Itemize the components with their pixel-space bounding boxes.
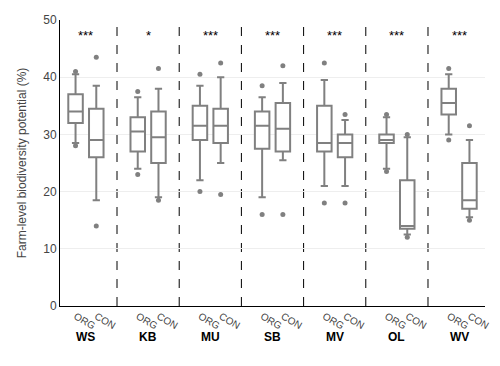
svg-text:MU: MU (201, 330, 220, 344)
svg-text:MV: MV (326, 330, 344, 344)
svg-text:CON: CON (279, 311, 304, 332)
svg-text:***: *** (78, 28, 93, 43)
svg-text:20: 20 (43, 185, 57, 199)
svg-text:0: 0 (50, 299, 57, 313)
svg-text:***: *** (327, 28, 342, 43)
svg-text:10: 10 (43, 242, 57, 256)
svg-text:CON: CON (404, 311, 429, 332)
svg-text:WV: WV (450, 330, 469, 344)
svg-text:***: *** (389, 28, 404, 43)
svg-text:CON: CON (155, 311, 180, 332)
svg-text:WS: WS (76, 330, 95, 344)
svg-text:***: *** (203, 28, 218, 43)
svg-text:ORG: ORG (196, 311, 221, 332)
svg-text:Farm-level biodiversity potent: Farm-level biodiversity potential (%) (15, 68, 29, 259)
svg-text:CON: CON (466, 311, 491, 332)
svg-text:KB: KB (139, 330, 157, 344)
svg-text:30: 30 (43, 128, 57, 142)
svg-text:ORG: ORG (72, 311, 97, 332)
svg-text:50: 50 (43, 13, 57, 27)
svg-text:***: *** (452, 28, 467, 43)
svg-text:CON: CON (217, 311, 242, 332)
svg-text:SB: SB (264, 330, 281, 344)
svg-text:OL: OL (388, 330, 405, 344)
svg-text:***: *** (265, 28, 280, 43)
svg-text:ORG: ORG (134, 311, 159, 332)
svg-text:*: * (146, 28, 151, 43)
svg-text:ORG: ORG (383, 311, 408, 332)
svg-text:CON: CON (93, 311, 118, 332)
svg-text:ORG: ORG (321, 311, 346, 332)
svg-text:40: 40 (43, 70, 57, 84)
svg-text:ORG: ORG (259, 311, 284, 332)
svg-text:ORG: ORG (445, 311, 470, 332)
svg-text:CON: CON (342, 311, 367, 332)
